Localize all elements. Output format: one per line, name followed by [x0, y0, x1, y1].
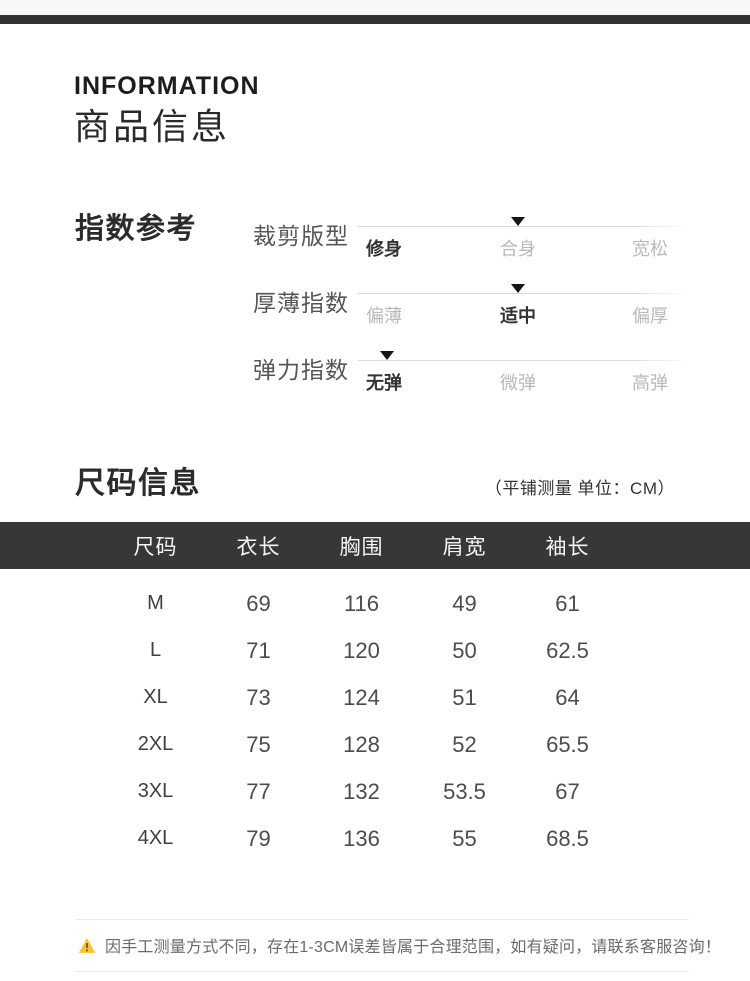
column-header-size: 尺码 [133, 535, 178, 559]
footer-divider-bottom [76, 971, 689, 972]
slider-track [358, 360, 690, 361]
option-fitted: 合身 [500, 239, 536, 259]
cell-length: 75 [246, 731, 271, 757]
slider-options: 无弹 微弹 高弹 [358, 369, 690, 393]
table-row: L 71 120 50 62.5 [0, 627, 750, 674]
table-row: 2XL 75 128 52 65.5 [0, 721, 750, 768]
cell-length: 79 [246, 825, 271, 851]
column-header-shoulder: 肩宽 [442, 535, 487, 559]
option-loose: 宽松 [632, 239, 668, 259]
footer-divider-top [76, 919, 689, 920]
table-row: 3XL 77 132 53.5 67 [0, 768, 750, 815]
slider-marker-icon [511, 217, 525, 226]
cell-sleeve: 68.5 [546, 825, 589, 851]
option-thin: 偏薄 [366, 306, 402, 326]
column-header-length: 衣长 [236, 535, 281, 559]
slider-marker-icon [380, 351, 394, 360]
index-row-cut-type: 裁剪版型 修身 合身 宽松 [253, 213, 713, 265]
cell-length: 71 [246, 637, 271, 663]
slider-track [358, 293, 690, 294]
option-slim: 修身 [366, 239, 402, 259]
cell-length: 77 [246, 778, 271, 804]
section-brand-header: INFORMATION 商品信息 [74, 74, 260, 146]
slider-options: 修身 合身 宽松 [358, 235, 690, 259]
index-row-elasticity: 弹力指数 无弹 微弹 高弹 [253, 347, 713, 399]
table-row: M 69 116 49 61 [0, 580, 750, 627]
cell-sleeve: 65.5 [546, 731, 589, 757]
cell-chest: 136 [343, 825, 380, 851]
column-header-sleeve: 袖长 [545, 535, 590, 559]
cell-size: L [149, 639, 162, 661]
measurement-warning: 因手工测量方式不同，存在1-3CM误差皆属于合理范围，如有疑问，请联系客服咨询！ [78, 933, 721, 957]
option-no-stretch: 无弹 [366, 373, 402, 393]
index-row-label: 弹力指数 [253, 357, 349, 383]
table-row: XL 73 124 51 64 [0, 674, 750, 721]
index-row-thickness: 厚薄指数 偏薄 适中 偏厚 [253, 280, 713, 332]
option-thick: 偏厚 [632, 306, 668, 326]
size-section-heading: 尺码信息 [75, 467, 201, 500]
size-table-header: 尺码 衣长 胸围 肩宽 袖长 [0, 522, 750, 569]
warning-text: 因手工测量方式不同，存在1-3CM误差皆属于合理范围，如有疑问，请联系客服咨询！ [105, 939, 722, 956]
size-table-body: M 69 116 49 61 L 71 120 50 62.5 XL 73 12… [0, 569, 750, 862]
top-strip [0, 0, 750, 15]
brand-title-zh: 商品信息 [74, 106, 231, 147]
cell-size: 4XL [137, 827, 174, 849]
brand-title-en: INFORMATION [74, 72, 260, 100]
cell-shoulder: 50 [452, 637, 477, 663]
cell-shoulder: 51 [452, 684, 477, 710]
table-row: 4XL 79 136 55 68.5 [0, 815, 750, 862]
cell-size: 3XL [137, 780, 174, 802]
cell-size: 2XL [137, 733, 174, 755]
size-table: 尺码 衣长 胸围 肩宽 袖长 M 69 116 49 61 L 71 120 5… [0, 522, 750, 862]
cell-length: 69 [246, 590, 271, 616]
option-slight-stretch: 微弹 [500, 373, 536, 393]
cell-size: M [147, 592, 164, 614]
cell-sleeve: 61 [555, 590, 580, 616]
cell-chest: 124 [343, 684, 380, 710]
cell-sleeve: 67 [555, 778, 580, 804]
column-header-chest: 胸围 [339, 535, 384, 559]
cell-shoulder: 49 [452, 590, 477, 616]
cell-shoulder: 55 [452, 825, 477, 851]
cell-chest: 128 [343, 731, 380, 757]
index-section-heading: 指数参考 [75, 213, 198, 245]
cell-chest: 132 [343, 778, 380, 804]
slider-track [358, 226, 690, 227]
cell-sleeve: 64 [555, 684, 580, 710]
index-row-label: 裁剪版型 [253, 223, 349, 249]
cell-length: 73 [246, 684, 271, 710]
cell-shoulder: 52 [452, 731, 477, 757]
cell-shoulder: 53.5 [443, 778, 486, 804]
index-row-label: 厚薄指数 [253, 290, 349, 316]
option-high-stretch: 高弹 [632, 373, 668, 393]
option-medium: 适中 [500, 306, 536, 326]
cell-sleeve: 62.5 [546, 637, 589, 663]
warning-triangle-icon [78, 937, 96, 953]
slider-marker-icon [511, 284, 525, 293]
top-divider-bar [0, 15, 750, 24]
cell-chest: 116 [343, 590, 380, 616]
slider-options: 偏薄 适中 偏厚 [358, 302, 690, 326]
cell-size: XL [143, 686, 168, 708]
measurement-note: （平铺测量 单位：CM） [484, 479, 675, 498]
cell-chest: 120 [343, 637, 380, 663]
